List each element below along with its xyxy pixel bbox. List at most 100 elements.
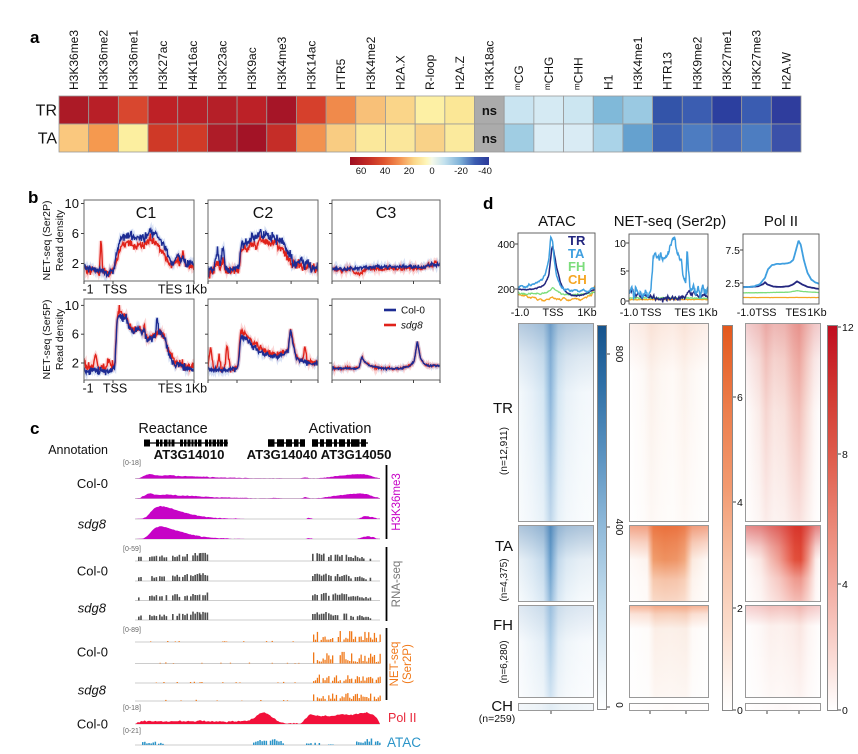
svg-text:Annotation: Annotation — [48, 443, 108, 457]
svg-text:H3K27ac: H3K27ac — [156, 41, 170, 90]
svg-text:H2A.W: H2A.W — [779, 51, 793, 90]
svg-text:0: 0 — [613, 702, 624, 708]
svg-text:(Ser2P): (Ser2P) — [402, 644, 414, 684]
svg-text:TSS: TSS — [641, 307, 662, 319]
svg-text:TES: TES — [158, 283, 182, 297]
svg-text:sdg8: sdg8 — [78, 517, 107, 532]
svg-text:C2: C2 — [253, 205, 274, 222]
svg-text:TSS: TSS — [756, 307, 777, 319]
svg-text:TR: TR — [36, 103, 57, 120]
svg-text:TSS: TSS — [543, 307, 564, 319]
svg-text:6: 6 — [737, 392, 743, 404]
svg-text:FH: FH — [568, 259, 585, 274]
svg-text:H3K9ac: H3K9ac — [245, 47, 259, 90]
svg-text:TA: TA — [495, 538, 513, 555]
svg-text:TSS: TSS — [103, 283, 127, 297]
svg-text:12: 12 — [842, 322, 854, 334]
svg-text:[0-89]: [0-89] — [123, 627, 141, 634]
svg-text:2: 2 — [737, 603, 743, 615]
svg-text:7.5: 7.5 — [725, 245, 740, 257]
svg-text:-1: -1 — [82, 382, 93, 396]
svg-text:TES: TES — [675, 307, 696, 319]
svg-text:-1.0: -1.0 — [737, 307, 756, 319]
svg-text:H3K36me3: H3K36me3 — [391, 473, 403, 531]
svg-text:H3K23ac: H3K23ac — [215, 41, 229, 90]
svg-text:Activation: Activation — [309, 421, 372, 437]
svg-text:H3K4me2: H3K4me2 — [364, 36, 378, 90]
svg-text:TSS: TSS — [103, 382, 127, 396]
svg-text:ns: ns — [482, 103, 497, 118]
svg-text:-1.0: -1.0 — [620, 307, 639, 319]
svg-text:b: b — [28, 188, 38, 207]
svg-text:10: 10 — [65, 196, 79, 211]
svg-text:sdg8: sdg8 — [401, 321, 423, 332]
svg-text:m​CHG: m​CHG — [542, 57, 556, 90]
svg-text:AT3G14050: AT3G14050 — [321, 447, 392, 462]
svg-text:TES: TES — [158, 382, 182, 396]
svg-text:Col-0: Col-0 — [77, 564, 108, 579]
svg-text:TA: TA — [568, 246, 585, 261]
svg-text:1Kb: 1Kb — [807, 307, 826, 319]
svg-text:(n=259): (n=259) — [479, 713, 515, 725]
svg-text:NET-seq (Ser5P): NET-seq (Ser5P) — [41, 300, 53, 380]
svg-text:ns: ns — [482, 131, 497, 146]
svg-text:800: 800 — [613, 346, 624, 363]
svg-text:HTR13: HTR13 — [661, 52, 675, 90]
svg-text:0: 0 — [620, 296, 626, 308]
svg-text:H2A.X: H2A.X — [394, 55, 408, 90]
svg-text:R-loop: R-loop — [423, 54, 437, 90]
svg-text:H1: H1 — [601, 74, 615, 90]
svg-text:NET-seq (Ser2p): NET-seq (Ser2p) — [614, 213, 727, 230]
svg-text:TR: TR — [568, 233, 586, 248]
svg-text:m​CHH: m​CHH — [572, 57, 586, 90]
svg-text:TA: TA — [38, 131, 58, 148]
svg-text:1Kb: 1Kb — [577, 307, 596, 319]
svg-text:4: 4 — [737, 497, 743, 509]
svg-text:H3K36me2: H3K36me2 — [97, 30, 111, 90]
svg-text:CH: CH — [568, 272, 587, 287]
svg-text:C1: C1 — [136, 205, 157, 222]
svg-text:ATAC: ATAC — [538, 213, 576, 230]
svg-text:(n=4,375): (n=4,375) — [499, 558, 510, 601]
svg-text:Col-0: Col-0 — [77, 645, 108, 660]
svg-text:2: 2 — [72, 256, 79, 271]
svg-text:2.5: 2.5 — [725, 278, 740, 290]
svg-text:NET-seq (Ser2P): NET-seq (Ser2P) — [41, 201, 53, 281]
svg-text:[0-21]: [0-21] — [123, 728, 141, 735]
svg-text:1Kb: 1Kb — [698, 307, 717, 319]
svg-text:H3K36me3: H3K36me3 — [67, 30, 81, 90]
svg-text:[0-18]: [0-18] — [123, 705, 141, 712]
svg-text:1Kb: 1Kb — [185, 283, 207, 297]
svg-text:10: 10 — [614, 238, 626, 250]
svg-text:Col-0: Col-0 — [401, 306, 425, 317]
svg-text:CH: CH — [491, 698, 513, 715]
svg-text:HTR5: HTR5 — [334, 58, 348, 90]
svg-text:TES: TES — [786, 307, 807, 319]
svg-text:H3K27me3: H3K27me3 — [750, 30, 764, 90]
svg-text:Col-0: Col-0 — [77, 476, 108, 491]
svg-text:6: 6 — [72, 226, 79, 241]
svg-text:Col-0: Col-0 — [77, 717, 108, 732]
svg-text:d: d — [483, 194, 493, 213]
svg-text:NET-seq: NET-seq — [389, 642, 401, 687]
svg-text:Read density: Read density — [54, 308, 66, 370]
svg-text:6: 6 — [72, 327, 79, 342]
svg-text:-1: -1 — [82, 283, 93, 297]
svg-text:AT3G14010: AT3G14010 — [154, 447, 225, 462]
svg-text:10: 10 — [65, 298, 79, 313]
svg-text:(n=6,280): (n=6,280) — [499, 640, 510, 683]
svg-text:sdg8: sdg8 — [78, 601, 107, 616]
svg-text:-1.0: -1.0 — [511, 307, 530, 319]
svg-text:sdg8: sdg8 — [78, 683, 107, 698]
svg-text:[0-18]: [0-18] — [123, 460, 141, 467]
svg-text:5: 5 — [620, 266, 626, 278]
svg-text:1Kb: 1Kb — [185, 382, 207, 396]
svg-text:0: 0 — [842, 705, 848, 717]
svg-text:400: 400 — [613, 519, 624, 536]
svg-text:H3K14ac: H3K14ac — [305, 41, 319, 90]
svg-text:H3K4me3: H3K4me3 — [275, 36, 289, 90]
svg-text:(n=12,911): (n=12,911) — [499, 427, 510, 475]
svg-text:m​CG: m​CG — [512, 65, 526, 90]
svg-text:AT3G14040: AT3G14040 — [247, 447, 318, 462]
svg-text:H3K4me1: H3K4me1 — [631, 36, 645, 90]
